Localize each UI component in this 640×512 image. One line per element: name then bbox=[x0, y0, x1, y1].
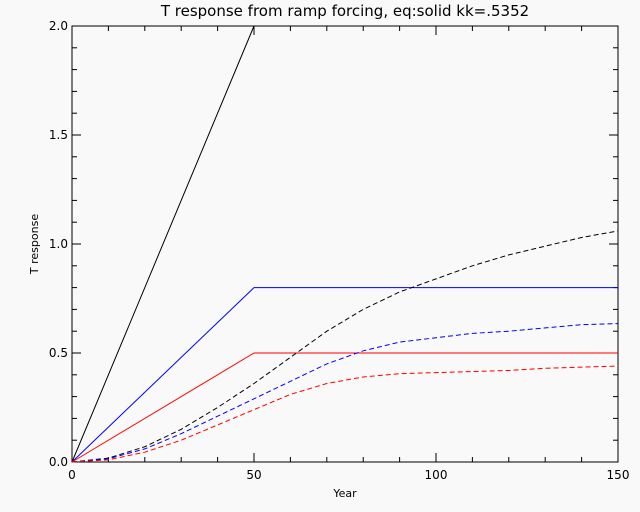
chart-title: T response from ramp forcing, eq:solid k… bbox=[160, 2, 529, 20]
series-line-6 bbox=[71, 365, 619, 463]
y-tick-label: 0.0 bbox=[49, 455, 68, 469]
plot-area: 0 50 100 150 0.0 0.5 1.0 1.5 2.0 bbox=[49, 19, 630, 482]
y-axis-label: T response bbox=[28, 214, 41, 275]
series-line-3 bbox=[71, 352, 618, 463]
plot-frame bbox=[71, 25, 619, 463]
series-line-2 bbox=[71, 287, 618, 463]
y-tick-label: 2.0 bbox=[49, 19, 68, 33]
series-line-1 bbox=[71, 25, 255, 463]
y-tick-label: 1.5 bbox=[49, 128, 68, 142]
x-tick-label: 150 bbox=[607, 468, 630, 482]
series-line-5 bbox=[71, 323, 619, 463]
x-axis-label: Year bbox=[332, 487, 357, 500]
x-tick-label: 0 bbox=[68, 468, 76, 482]
y-tick-label: 0.5 bbox=[49, 346, 68, 360]
y-tick-label: 1.0 bbox=[49, 237, 68, 251]
x-tick-label: 100 bbox=[425, 468, 448, 482]
series-line-4 bbox=[71, 230, 619, 463]
x-tick-label: 50 bbox=[246, 468, 261, 482]
